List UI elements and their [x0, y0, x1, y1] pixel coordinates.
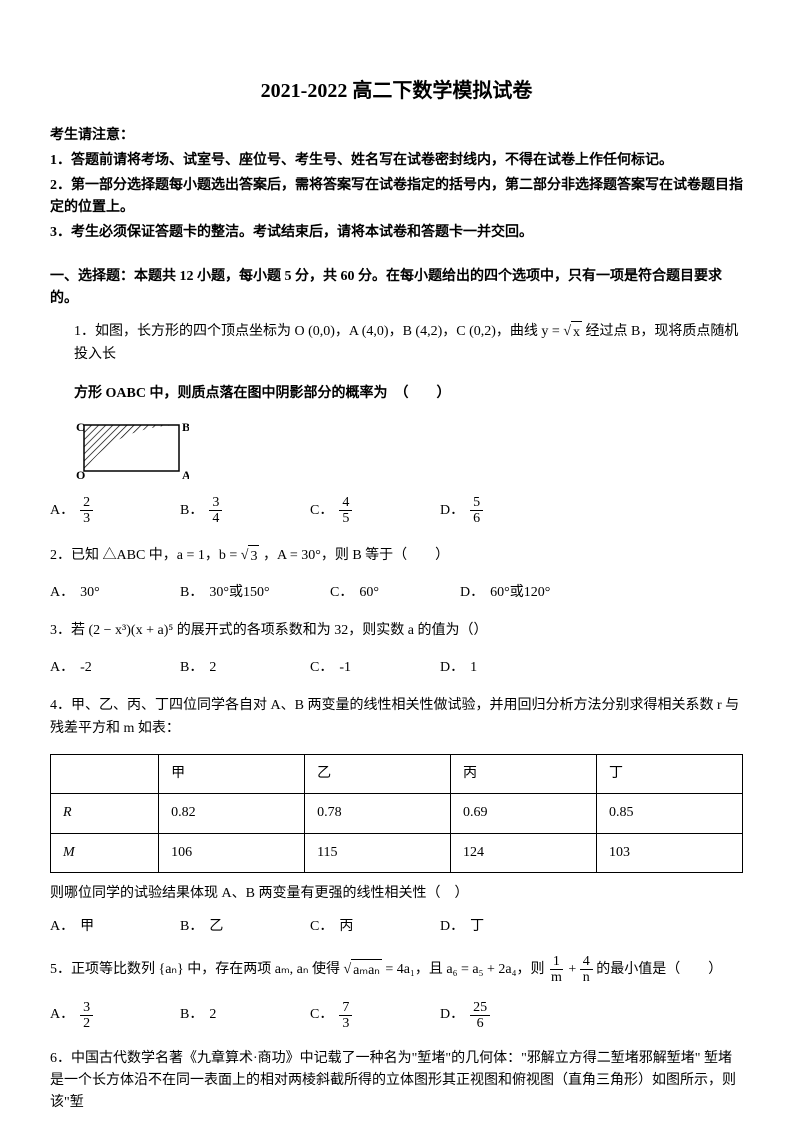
q2-text-a: 2．已知 △ABC 中，a = 1，b =	[50, 548, 241, 563]
q4-options: A．甲 B．乙 C．丙 D．丁	[50, 916, 743, 938]
q2-opt-d: D．60°或120°	[460, 582, 610, 604]
q1-opt-d: D．56	[440, 495, 570, 527]
q4-after-text: 则哪位同学的试验结果体现 A、B 两变量有更强的线性相关性（ ）	[50, 883, 743, 905]
q3-opt-a: A．-2	[50, 657, 180, 679]
question-2: 2．已知 △ABC 中，a = 1，b = 3 ，A = 30°，则 B 等于（…	[50, 545, 743, 568]
table-row: M 106 115 124 103	[51, 833, 743, 872]
table-cell: R	[51, 794, 159, 833]
q3-opt-b: B．2	[180, 657, 310, 679]
q5-opt-b: B．2	[180, 1000, 310, 1032]
table-cell: 103	[596, 833, 742, 872]
q2-opt-c: C．60°	[330, 582, 460, 604]
fig-label-c: C	[76, 421, 85, 434]
q1-figure: C B O A	[74, 421, 189, 481]
q2-options: A．30° B．30°或150° C．60° D．60°或120°	[50, 582, 743, 604]
q1-options: A．23 B．34 C．45 D．56	[50, 495, 743, 527]
notice-heading: 考生请注意：	[50, 125, 743, 147]
q5-opt-c: C．73	[310, 1000, 440, 1032]
q4-opt-c: C．丙	[310, 916, 440, 938]
table-header-1: 甲	[159, 755, 305, 794]
q2-opt-b: B．30°或150°	[180, 582, 330, 604]
question-1: 1．如图，长方形的四个顶点坐标为 O (0,0)，A (4,0)，B (4,2)…	[74, 321, 743, 367]
table-header-0	[51, 755, 159, 794]
table-cell: 115	[305, 833, 451, 872]
fig-label-o: O	[76, 468, 85, 481]
question-1-line2: 方形 OABC 中，则质点落在图中阴影部分的概率为 （ ）	[74, 383, 743, 405]
q5-frac2: 4n	[580, 954, 593, 986]
notice-item-2: 2．第一部分选择题每小题选出答案后，需将答案写在试卷指定的括号内，第二部分非选择…	[50, 175, 743, 220]
table-row: R 0.82 0.78 0.69 0.85	[51, 794, 743, 833]
notice-item-1: 1．答题前请将考场、试室号、座位号、考生号、姓名写在试卷密封线内，不得在试卷上作…	[50, 150, 743, 172]
table-cell: 0.82	[159, 794, 305, 833]
q5-opt-d: D．256	[440, 1000, 570, 1032]
q5-text-c: 的最小值是（ ）	[596, 962, 722, 977]
q3-opt-d: D．1	[440, 657, 570, 679]
q2-text-b: ，A = 30°，则 B 等于（ ）	[263, 548, 449, 563]
question-5: 5．正项等比数列 {aₙ} 中，存在两项 aₘ, aₙ 使得 aₘaₙ = 4a…	[50, 954, 743, 986]
q4-opt-b: B．乙	[180, 916, 310, 938]
q4-opt-a: A．甲	[50, 916, 180, 938]
table-header-3: 丙	[451, 755, 597, 794]
q1-opt-c: C．45	[310, 495, 440, 527]
q5-plus: +	[568, 962, 579, 977]
q2-opt-a: A．30°	[50, 582, 180, 604]
question-3: 3．若 (2 − x³)(x + a)⁵ 的展开式的各项系数和为 32，则实数 …	[50, 620, 743, 642]
table-cell: M	[51, 833, 159, 872]
q5-text-b: = 4a₁，且 a₆ = a₅ + 2a₄，则	[385, 962, 548, 977]
q5-opt-a: A．32	[50, 1000, 180, 1032]
fig-label-a: A	[182, 468, 189, 481]
table-cell: 124	[451, 833, 597, 872]
table-cell: 106	[159, 833, 305, 872]
table-header-row: 甲 乙 丙 丁	[51, 755, 743, 794]
question-4: 4．甲、乙、丙、丁四位同学各自对 A、B 两变量的线性相关性做试验，并用回归分析…	[50, 695, 743, 740]
table-cell: 0.85	[596, 794, 742, 833]
q5-frac1: 1m	[548, 954, 565, 986]
q5-text-a: 5．正项等比数列 {aₙ} 中，存在两项 aₘ, aₙ 使得	[50, 962, 343, 977]
q4-opt-d: D．丁	[440, 916, 570, 938]
q1-sqrt-x: x	[563, 321, 582, 344]
table-header-4: 丁	[596, 755, 742, 794]
q5-options: A．32 B．2 C．73 D．256	[50, 1000, 743, 1032]
q1-line1a: 1．如图，长方形的四个顶点坐标为 O (0,0)，A (4,0)，B (4,2)…	[74, 324, 563, 339]
q1-opt-a: A．23	[50, 495, 180, 527]
q3-opt-c: C．-1	[310, 657, 440, 679]
table-cell: 0.69	[451, 794, 597, 833]
notice-item-3: 3．考生必须保证答题卡的整洁。考试结束后，请将本试卷和答题卡一并交回。	[50, 222, 743, 244]
table-cell: 0.78	[305, 794, 451, 833]
q3-options: A．-2 B．2 C．-1 D．1	[50, 657, 743, 679]
q2-sqrt: 3	[241, 545, 260, 568]
section-1-heading: 一、选择题：本题共 12 小题，每小题 5 分，共 60 分。在每小题给出的四个…	[50, 266, 743, 311]
page-title: 2021-2022 高二下数学模拟试卷	[50, 75, 743, 107]
fig-label-b: B	[182, 421, 189, 434]
question-6: 6．中国古代数学名著《九章算术·商功》中记载了一种名为"堑堵"的几何体："邪解立…	[50, 1048, 743, 1115]
q1-opt-b: B．34	[180, 495, 310, 527]
q5-sqrt: aₘaₙ	[343, 959, 381, 982]
q4-table: 甲 乙 丙 丁 R 0.82 0.78 0.69 0.85 M 106 115 …	[50, 754, 743, 873]
table-header-2: 乙	[305, 755, 451, 794]
